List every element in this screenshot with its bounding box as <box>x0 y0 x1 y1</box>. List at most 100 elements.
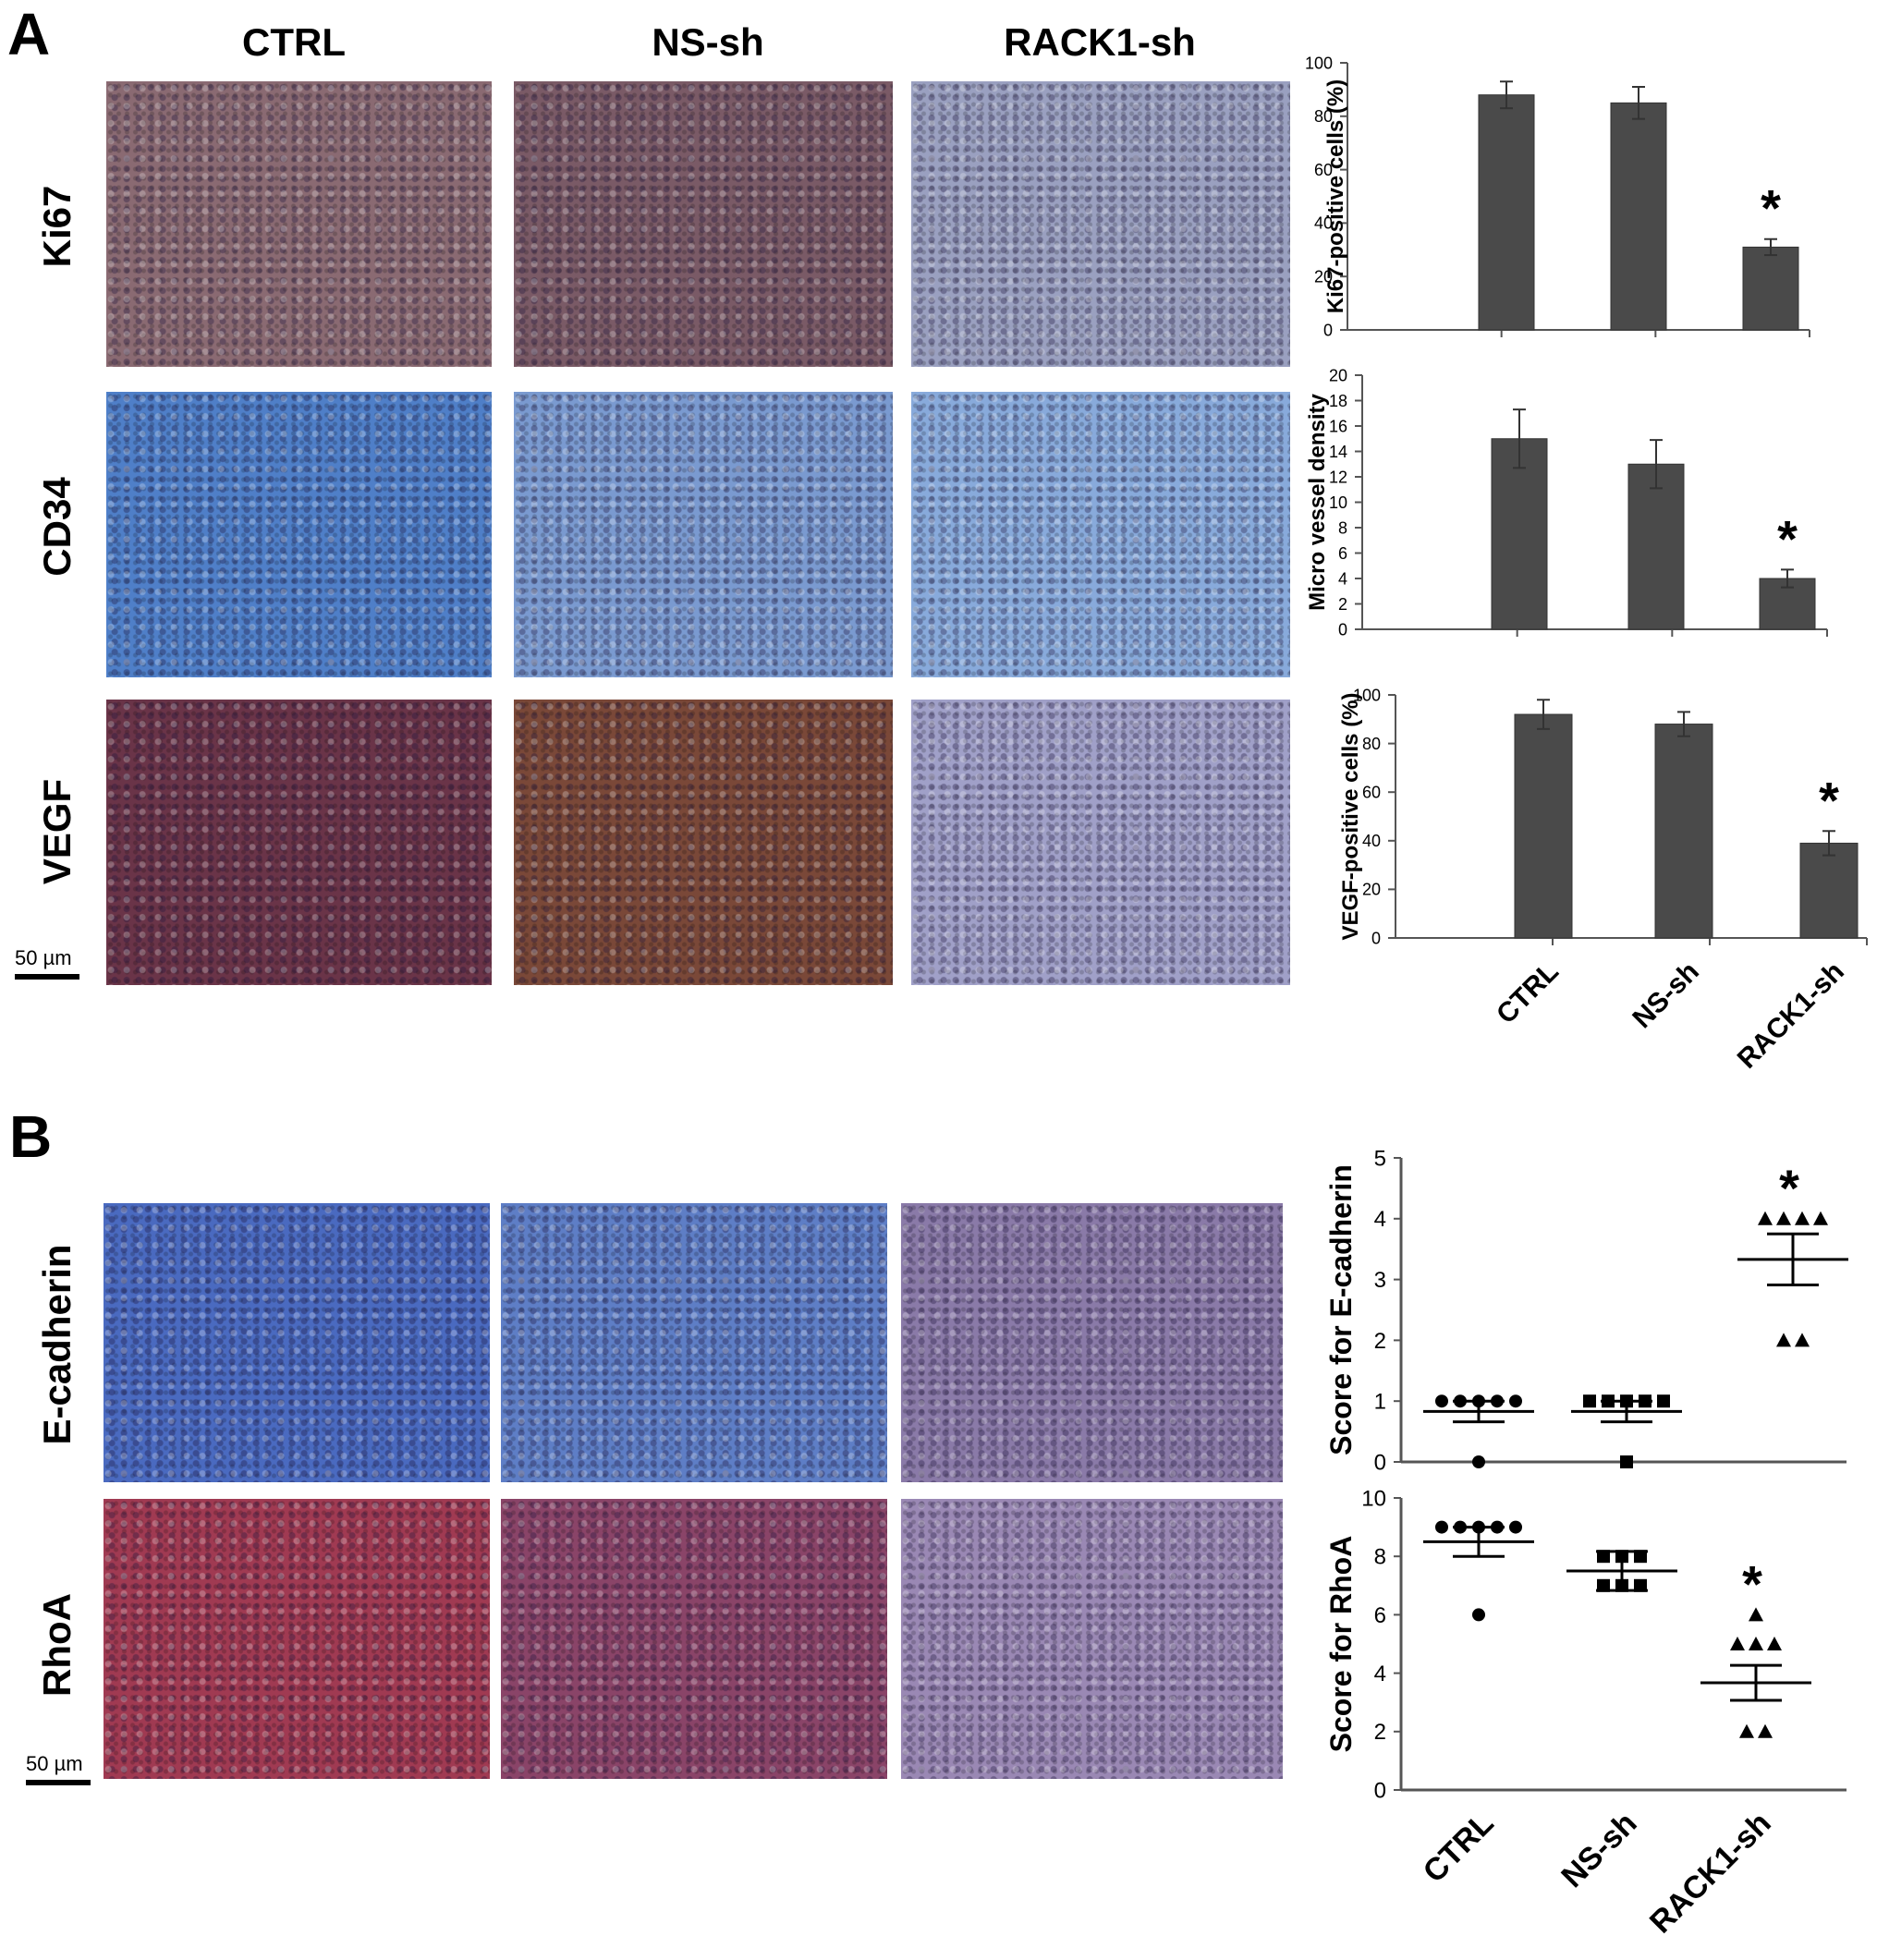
chart2-y-tick-label: 18 <box>1329 392 1347 410</box>
chart2-y-tick-label: 20 <box>1329 366 1347 384</box>
micrograph-rhoa-ctrl <box>104 1499 490 1779</box>
chart3-y-tick-label: 0 <box>1371 929 1381 947</box>
chart2-y-tick-label: 16 <box>1329 417 1347 435</box>
chart3-bar-ns-sh <box>1654 724 1713 939</box>
chart2-y-tick-label: 2 <box>1338 595 1347 614</box>
chart1-y-tick-label: 40 <box>1314 214 1333 233</box>
column-header-rack1-sh: RACK1-sh <box>1004 20 1196 64</box>
micrograph-vegf-ctrl <box>106 700 492 985</box>
chart3-bar-rack1-sh <box>1799 842 1859 939</box>
chart4-point-rack1-sh <box>1795 1333 1810 1347</box>
micrograph-ki67-ns-sh <box>514 81 893 367</box>
chart1-y-tick-label: 80 <box>1314 107 1333 126</box>
chart2-y-tick-label: 8 <box>1338 518 1347 537</box>
chart4-y-tick-label: 4 <box>1374 1207 1386 1232</box>
micrograph-e-cadherin-ns-sh <box>501 1203 887 1482</box>
chart5-x-label-ctrl: CTRL <box>1417 1806 1501 1890</box>
chart1-bar-rack1-sh <box>1742 246 1799 331</box>
chart5-point-ctrl <box>1472 1608 1485 1622</box>
chart5-y-tick-label: 0 <box>1374 1778 1386 1803</box>
micrograph-ki67-ctrl <box>106 81 492 367</box>
chart5-point-ns-sh <box>1634 1550 1647 1564</box>
micrograph-rhoa-ns-sh <box>501 1499 887 1779</box>
chart3-y-tick-label: 100 <box>1353 686 1381 704</box>
chart5-y-label: Score for RhoA <box>1324 1536 1358 1753</box>
chart3-x-label-rack1-sh: RACK1-sh <box>1732 956 1850 1075</box>
micrograph-vegf-ns-sh <box>514 700 893 985</box>
chart5-point-rack1-sh <box>1758 1723 1773 1738</box>
chart3-significance-star: * <box>1819 771 1839 829</box>
chart3-y-tick-label: 20 <box>1362 881 1381 899</box>
chart4-y-tick-label: 3 <box>1374 1268 1386 1293</box>
chart5-significance-star: * <box>1742 1554 1762 1613</box>
chart4-y-tick-label: 1 <box>1374 1390 1386 1415</box>
chart5-y-tick-label: 2 <box>1374 1720 1386 1745</box>
chart4-point-rack1-sh <box>1813 1211 1828 1225</box>
chart5-point-rack1-sh <box>1767 1637 1782 1650</box>
chart4-y-tick-label: 5 <box>1374 1146 1386 1171</box>
chart4-y-tick-label: 0 <box>1374 1450 1386 1475</box>
chart5-point-ctrl <box>1509 1520 1522 1534</box>
chart5-point-ns-sh <box>1634 1578 1647 1592</box>
scale-bar-a <box>15 974 79 980</box>
chart1-significance-star: * <box>1761 179 1781 237</box>
chart4-point-rack1-sh <box>1776 1211 1791 1225</box>
chart5-y-tick-label: 6 <box>1374 1603 1386 1628</box>
chart3-x-label-ns-sh: NS-sh <box>1627 956 1705 1035</box>
chart4-point-ctrl <box>1435 1394 1448 1408</box>
chart3-y-label: VEGF-positive cells (%) <box>1338 692 1363 940</box>
chart5-point-rack1-sh <box>1730 1637 1745 1650</box>
chart4-point-rack1-sh <box>1758 1211 1773 1225</box>
chart4-point-ns-sh <box>1620 1455 1633 1468</box>
micrograph-cd34-ctrl <box>106 392 492 677</box>
micrograph-cd34-rack1-sh <box>911 392 1290 677</box>
chart5-x-label-rack1-sh: RACK1-sh <box>1643 1806 1778 1941</box>
chart5-x-label-ns-sh: NS-sh <box>1554 1806 1643 1894</box>
chart3-x-label-ctrl: CTRL <box>1491 956 1565 1030</box>
chart1-y-tick-label: 60 <box>1314 161 1333 179</box>
chart5-point-rack1-sh <box>1749 1607 1763 1622</box>
chart3-y-tick-label: 60 <box>1362 784 1381 802</box>
chart2-bar-ns-sh <box>1627 463 1685 630</box>
micrograph-cd34-ns-sh <box>514 392 893 677</box>
column-header-ns-sh: NS-sh <box>652 20 764 64</box>
chart3-y-tick-label: 80 <box>1362 735 1381 753</box>
chart2-y-tick-label: 10 <box>1329 493 1347 512</box>
micrograph-e-cadherin-ctrl <box>104 1203 490 1482</box>
panel-letter-b: B <box>9 1103 53 1170</box>
chart5-point-rack1-sh <box>1749 1637 1763 1650</box>
micrograph-e-cadherin-rack1-sh <box>901 1203 1283 1482</box>
column-header-ctrl: CTRL <box>242 20 346 64</box>
chart4-point-rack1-sh <box>1776 1333 1791 1347</box>
chart1-y-label: Ki67-positive cells (%) <box>1323 79 1348 313</box>
chart1-y-tick-label: 0 <box>1323 321 1333 339</box>
chart3-y-tick-label: 40 <box>1362 832 1381 850</box>
chart2-bar-ctrl <box>1491 438 1548 630</box>
chart5-point-ns-sh <box>1597 1578 1610 1592</box>
chart1-y-tick-label: 100 <box>1305 54 1333 72</box>
panel-letter-a: A <box>7 1 51 67</box>
chart5-y-tick-label: 8 <box>1374 1545 1386 1570</box>
chart4-y-tick-label: 2 <box>1374 1329 1386 1354</box>
chart3-bar-ctrl <box>1514 713 1573 939</box>
chart4-y-label: Score for E-cadherin <box>1324 1164 1358 1455</box>
chart2-y-tick-label: 0 <box>1338 620 1347 639</box>
chart4-point-rack1-sh <box>1795 1211 1810 1225</box>
chart2-y-tick-label: 4 <box>1338 569 1347 588</box>
chart2-y-tick-label: 14 <box>1329 443 1347 461</box>
chart1-y-tick-label: 20 <box>1314 268 1333 286</box>
chart2-y-label: Micro vessel density <box>1305 393 1330 610</box>
chart4-point-ctrl <box>1472 1455 1485 1468</box>
chart4-significance-star: * <box>1779 1159 1799 1217</box>
chart2-y-tick-label: 6 <box>1338 544 1347 563</box>
chart4-point-ns-sh <box>1583 1394 1596 1408</box>
chart1-bar-ns-sh <box>1610 102 1667 331</box>
chart5-point-rack1-sh <box>1739 1723 1754 1738</box>
scale-bar-b <box>26 1780 91 1785</box>
scale-bar-label-a: 50 µm <box>15 946 72 969</box>
micrograph-ki67-rack1-sh <box>911 81 1290 367</box>
micrograph-vegf-rack1-sh <box>911 700 1290 985</box>
chart2-y-tick-label: 12 <box>1329 468 1347 486</box>
scale-bar-label-b: 50 µm <box>26 1752 83 1775</box>
